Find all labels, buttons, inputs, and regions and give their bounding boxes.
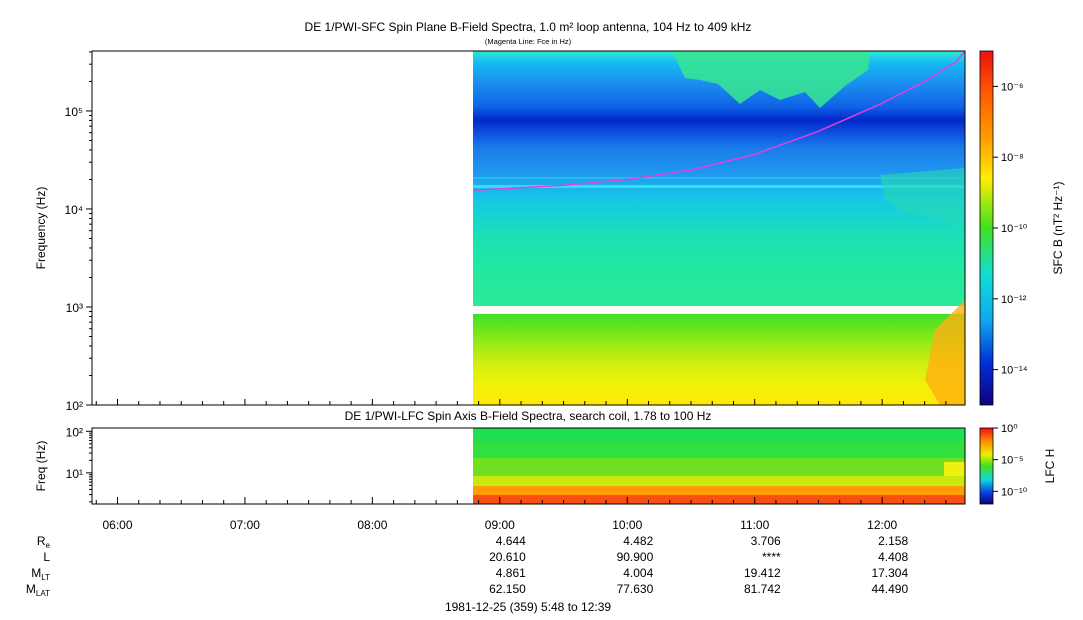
upper-y-tick-label: 10⁵	[65, 105, 83, 119]
lower-plot-frame	[91, 427, 966, 505]
upper-colorbar-tick-label: 10⁻⁶	[1001, 81, 1024, 93]
upper-colorbar-tick-label: 10⁻⁸	[1001, 152, 1024, 164]
ephemeris-value: 20.610	[489, 550, 526, 564]
ephemeris-value: 19.412	[744, 566, 781, 580]
lfc-band-4	[473, 476, 965, 486]
lower-colorbar-tick-label: 10⁻¹⁰	[1001, 486, 1028, 498]
upper-colorbar-label: SFC B (nT² Hz⁻¹)	[1051, 182, 1065, 275]
ephemeris-value: 4.482	[623, 534, 653, 548]
x-tick-label: 06:00	[102, 518, 132, 532]
time-axis: 06:00 07:00 08:00 09:00 10:00 11:00 12:00	[95, 399, 947, 532]
low-band-spectrum-field	[473, 312, 965, 405]
lower-colorbar-ticks: 10⁰ 10⁻⁵ 10⁻¹⁰	[993, 423, 1028, 498]
cyan-line-band	[473, 185, 965, 188]
lfc-bright-patch	[944, 462, 965, 476]
lower-chart-title: DE 1/PWI-LFC Spin Axis B-Field Spectra, …	[345, 409, 712, 423]
upper-y-ticks: 10² 10³ 10⁴ 10⁵	[64, 51, 92, 413]
ephemeris-value: 90.900	[617, 550, 654, 564]
x-tick-label: 11:00	[740, 518, 769, 532]
upper-colorbar-tick-label: 10⁻¹⁰	[1001, 223, 1028, 235]
ephemeris-value: 4.861	[496, 566, 526, 580]
ephemeris-row-label: L	[43, 550, 50, 564]
orange-emission-patch	[925, 300, 965, 405]
x-tick-label: 10:00	[612, 518, 642, 532]
lower-colorbar-tick-label: 10⁻⁵	[1001, 455, 1024, 467]
upper-spectrogram	[473, 51, 965, 405]
fce-line	[474, 51, 965, 192]
footer-date-range: 1981-12-25 (359) 5:48 to 12:39	[445, 600, 611, 614]
upper-chart-subtitle: (Magenta Line: Fce in Hz)	[485, 37, 572, 46]
green-emission-patch	[672, 51, 870, 108]
ephemeris-value: 4.644	[496, 534, 526, 548]
upper-chart-title: DE 1/PWI-SFC Spin Plane B-Field Spectra,…	[305, 20, 752, 34]
ephemeris-value: 4.408	[878, 550, 908, 564]
upper-colorbar-tick-label: 10⁻¹⁴	[1001, 365, 1028, 377]
ephemeris-value: 2.158	[878, 534, 908, 548]
ephemeris-value: 44.490	[871, 582, 908, 596]
lower-colorbar-label: LFC H	[1043, 449, 1057, 484]
upper-y-tick-label: 10²	[66, 399, 83, 413]
lower-y-axis-label: Freq (Hz)	[34, 441, 48, 492]
upper-colorbar	[979, 50, 994, 406]
upper-y-tick-label: 10³	[66, 301, 83, 315]
ephemeris-row-label: Re	[37, 534, 51, 550]
lfc-band-1	[473, 428, 965, 442]
lfc-band-3	[473, 458, 965, 476]
ephemeris-value: 17.304	[871, 566, 908, 580]
ephemeris-row-label: MLT	[31, 566, 50, 582]
ephemeris-value: 62.150	[489, 582, 526, 596]
upper-y-axis-label: Frequency (Hz)	[34, 187, 48, 270]
lower-y-tick-label: 10¹	[66, 467, 83, 481]
green-emission-patch-2	[880, 168, 965, 230]
lower-colorbar-tick-label: 10⁰	[1001, 423, 1018, 435]
upper-colorbar-tick-label: 10⁻¹²	[1001, 294, 1027, 306]
lower-spectrogram	[473, 428, 965, 504]
ephemeris-row-label: MLAT	[26, 582, 50, 598]
ephemeris-value: 3.706	[751, 534, 781, 548]
x-tick-label: 07:00	[230, 518, 260, 532]
upper-colorbar-ticks: 10⁻⁶ 10⁻⁸ 10⁻¹⁰ 10⁻¹² 10⁻¹⁴	[993, 81, 1028, 377]
ephemeris-value: 81.742	[744, 582, 781, 596]
ephemeris-value: 77.630	[617, 582, 654, 596]
lower-y-tick-label: 10²	[66, 425, 83, 439]
ephemeris-value: 4.004	[623, 566, 653, 580]
lfc-band-2	[473, 442, 965, 458]
x-tick-label: 12:00	[867, 518, 897, 532]
lfc-band-5	[473, 486, 965, 495]
cyan-line-band-2	[473, 177, 965, 179]
data-gap-band	[473, 306, 965, 314]
lfc-band-6	[473, 495, 965, 504]
upper-y-tick-label: 10⁴	[64, 203, 83, 217]
upper-plot-frame	[91, 50, 966, 406]
lower-y-ticks: 10¹ 10²	[66, 425, 92, 503]
lower-colorbar	[979, 427, 994, 505]
x-tick-label: 08:00	[357, 518, 387, 532]
ephemeris-value: ****	[762, 550, 781, 564]
x-tick-label: 09:00	[485, 518, 515, 532]
